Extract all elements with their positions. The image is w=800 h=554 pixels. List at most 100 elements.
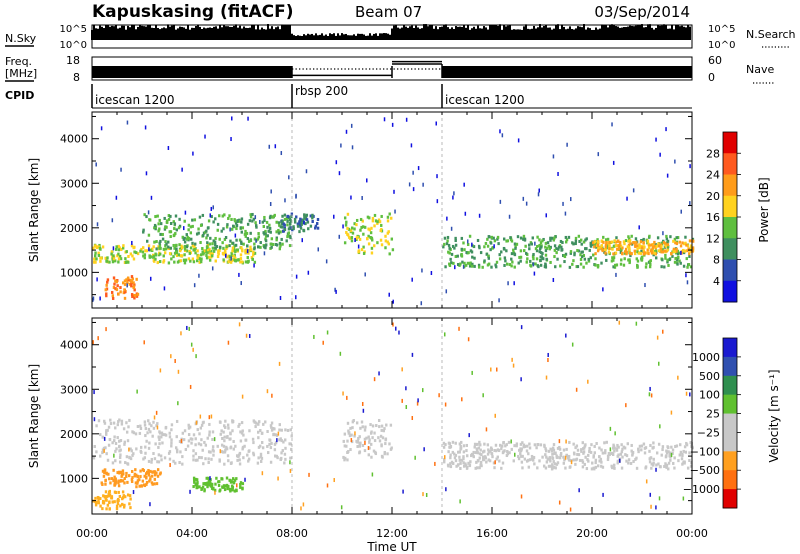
- scatter-cell: [582, 447, 585, 451]
- scatter-cell: [306, 220, 310, 224]
- scatter-cell: [660, 453, 663, 457]
- scatter-cell: [257, 436, 260, 440]
- scatter-cell: [223, 450, 227, 454]
- scatter-cell: [239, 260, 242, 264]
- colorbar-tick-label: −100: [690, 445, 720, 458]
- scatter-cell: [545, 460, 549, 464]
- scatter-cell: [169, 221, 173, 225]
- scatter-cell: [558, 447, 562, 451]
- scatter-cell: [617, 247, 621, 251]
- scatter-cell: [687, 263, 691, 267]
- scatter-cell: [596, 263, 600, 267]
- scatter-cell: [101, 482, 104, 486]
- sparse-echo: [552, 277, 555, 282]
- scatter-cell: [129, 506, 132, 510]
- sparse-echo: [569, 197, 572, 202]
- y-tick-label: 1000: [60, 472, 88, 485]
- scatter-cell: [168, 435, 172, 439]
- scatter-cell: [378, 425, 381, 429]
- scatter-cell: [627, 243, 631, 247]
- sparse-echo: [326, 330, 329, 335]
- sparse-echo: [192, 347, 194, 352]
- sparse-echo: [405, 405, 408, 410]
- scatter-cell: [209, 236, 212, 240]
- scatter-cell: [94, 251, 97, 255]
- scatter-cell: [653, 240, 656, 244]
- scatter-cell: [600, 239, 604, 243]
- scatter-cell: [353, 222, 356, 226]
- scatter-cell: [376, 221, 379, 225]
- sparse-echo: [602, 287, 604, 292]
- scatter-cell: [147, 471, 151, 475]
- scatter-cell: [127, 425, 130, 429]
- scatter-cell: [464, 462, 467, 466]
- sparse-echo: [648, 392, 651, 397]
- nsky-tick-bottom: 10^0: [60, 40, 87, 51]
- scatter-cell: [269, 424, 273, 428]
- scatter-cell: [527, 465, 531, 469]
- scatter-cell: [669, 455, 672, 459]
- scatter-cell: [446, 235, 450, 239]
- scatter-cell: [250, 255, 254, 259]
- scatter-cell: [380, 214, 383, 218]
- scatter-cell: [223, 462, 226, 466]
- scatter-cell: [117, 484, 121, 488]
- scatter-cell: [147, 244, 151, 248]
- scatter-cell: [489, 241, 493, 245]
- scatter-cell: [661, 248, 664, 252]
- sparse-echo: [552, 154, 555, 159]
- scatter-cell: [532, 252, 535, 256]
- scatter-cell: [290, 434, 293, 438]
- scatter-cell: [371, 216, 375, 220]
- scatter-cell: [98, 243, 101, 247]
- scatter-cell: [170, 444, 173, 448]
- scatter-cell: [192, 454, 195, 458]
- scatter-cell: [182, 438, 186, 442]
- scatter-cell: [573, 253, 576, 257]
- scatter-cell: [683, 445, 687, 449]
- scatter-cell: [579, 257, 583, 261]
- scatter-cell: [558, 456, 562, 460]
- scatter-cell: [111, 461, 115, 465]
- velocity-panel-frame: [91, 317, 693, 515]
- scatter-cell: [108, 477, 111, 481]
- sparse-echo: [547, 358, 549, 363]
- scatter-cell: [589, 450, 593, 454]
- scatter-cell: [514, 245, 517, 249]
- scatter-cell: [224, 236, 228, 240]
- scatter-cell: [442, 445, 446, 449]
- scatter-cell: [235, 224, 239, 228]
- colorbar-tick-label: 16: [706, 211, 720, 224]
- scatter-cell: [483, 442, 486, 446]
- scatter-cell: [123, 503, 126, 507]
- scatter-cell: [206, 481, 209, 485]
- scatter-cell: [574, 446, 577, 450]
- colorbar-tick-label: 1000: [692, 351, 720, 364]
- scatter-cell: [244, 251, 247, 255]
- scatter-cell: [568, 265, 572, 269]
- scatter-cell: [620, 466, 624, 470]
- scatter-cell: [686, 265, 689, 269]
- sparse-echo: [655, 137, 657, 142]
- scatter-cell: [582, 240, 586, 244]
- scatter-cell: [686, 244, 690, 248]
- scatter-cell: [145, 482, 148, 486]
- scatter-cell: [221, 214, 224, 218]
- scatter-cell: [222, 246, 225, 250]
- sparse-echo: [635, 321, 638, 326]
- scatter-cell: [288, 226, 292, 230]
- scatter-cell: [571, 241, 574, 245]
- sparse-echo: [402, 489, 404, 494]
- scatter-cell: [232, 439, 235, 443]
- sparse-echo: [562, 201, 564, 206]
- scatter-cell: [303, 213, 306, 217]
- nsky-label: N.Sky: [5, 32, 37, 45]
- scatter-cell: [158, 438, 161, 442]
- scatter-cell: [194, 458, 198, 462]
- sparse-echo: [612, 160, 615, 165]
- scatter-cell: [114, 459, 117, 463]
- scatter-cell: [557, 245, 561, 249]
- scatter-cell: [298, 223, 301, 227]
- scatter-cell: [197, 442, 201, 446]
